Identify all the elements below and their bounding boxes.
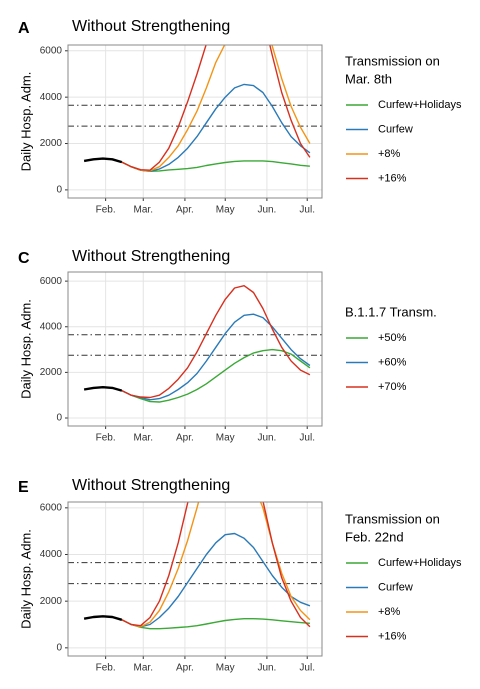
x-tick-label: Apr.: [176, 663, 194, 674]
legend-title: Transmission on: [345, 53, 440, 68]
panel-label: C: [18, 250, 30, 267]
x-tick-label: Mar.: [134, 433, 153, 444]
plot-background: [68, 272, 322, 426]
legend-title: Transmission on: [345, 511, 440, 526]
series-line: [121, 618, 310, 630]
panel-label: E: [18, 479, 29, 496]
panel-label: A: [18, 20, 30, 37]
series-line: [121, 45, 311, 171]
plot-background: [68, 502, 322, 656]
x-tick-label: Apr.: [176, 433, 194, 444]
legend-title: B.1.1.7 Transm.: [345, 304, 437, 319]
y-tick-label: 4000: [40, 321, 63, 332]
y-tick-label: 0: [56, 642, 62, 653]
x-tick-label: Feb.: [96, 205, 116, 216]
legend-label: +8%: [378, 606, 401, 618]
x-tick-label: Jun.: [257, 205, 276, 216]
x-tick-label: May: [216, 205, 235, 216]
x-tick-label: Jul.: [299, 433, 315, 444]
x-tick-label: Feb.: [96, 663, 116, 674]
y-tick-label: 2000: [40, 138, 63, 149]
series-line: [121, 313, 311, 401]
chart-title: Without Strengthening: [72, 477, 230, 494]
chart-title: Without Strengthening: [72, 248, 230, 265]
y-tick-label: 4000: [40, 549, 63, 560]
legend-label: +16%: [378, 172, 407, 184]
legend-title: Feb. 22nd: [345, 529, 404, 544]
legend-label: Curfew+Holidays: [378, 99, 462, 111]
x-tick-label: Feb.: [96, 433, 116, 444]
observed-line: [83, 386, 123, 392]
x-tick-label: Mar.: [134, 205, 153, 216]
x-tick-label: Jun.: [257, 663, 276, 674]
series-line: [121, 502, 311, 628]
observed-line: [83, 615, 123, 621]
observed-line: [83, 157, 123, 164]
legend-label: +50%: [378, 332, 407, 344]
y-axis-label: Daily Hosp. Adm.: [18, 72, 33, 172]
y-tick-label: 2000: [40, 596, 63, 607]
legend-label: +8%: [378, 148, 401, 160]
x-tick-label: Jul.: [299, 663, 315, 674]
x-tick-label: May: [216, 433, 235, 444]
plot-area: [68, 285, 322, 403]
series-line: [121, 502, 311, 628]
legend-label: Curfew: [378, 581, 413, 593]
y-tick-label: 4000: [40, 92, 63, 103]
series-line: [121, 83, 311, 172]
x-tick-label: Jun.: [257, 433, 276, 444]
plot-area: [68, 45, 322, 172]
plot-border: [67, 501, 323, 657]
series-line: [121, 348, 311, 403]
x-tick-label: Mar.: [134, 663, 153, 674]
plot-border: [67, 44, 323, 199]
y-tick-label: 0: [56, 185, 62, 196]
series-line: [121, 532, 311, 628]
y-tick-label: 2000: [40, 367, 63, 378]
y-tick-label: 6000: [40, 45, 63, 56]
x-tick-label: Jul.: [299, 205, 315, 216]
plot-border: [67, 271, 323, 427]
x-tick-label: May: [216, 663, 235, 674]
y-tick-label: 0: [56, 413, 62, 424]
y-tick-label: 6000: [40, 276, 63, 287]
series-line: [121, 45, 311, 172]
chart-title: Without Strengthening: [72, 18, 230, 35]
x-tick-label: Apr.: [176, 205, 194, 216]
plot-area: [68, 502, 322, 630]
legend-label: Curfew+Holidays: [378, 557, 462, 569]
series-line: [121, 285, 311, 399]
y-axis-label: Daily Hosp. Adm.: [18, 299, 33, 399]
y-tick-label: 6000: [40, 502, 63, 513]
legend-label: +16%: [378, 630, 407, 642]
legend-label: Curfew: [378, 123, 413, 135]
legend-label: +70%: [378, 381, 407, 393]
y-axis-label: Daily Hosp. Adm.: [18, 529, 33, 629]
legend-title: Mar. 8th: [345, 71, 392, 86]
legend-label: +60%: [378, 356, 407, 368]
